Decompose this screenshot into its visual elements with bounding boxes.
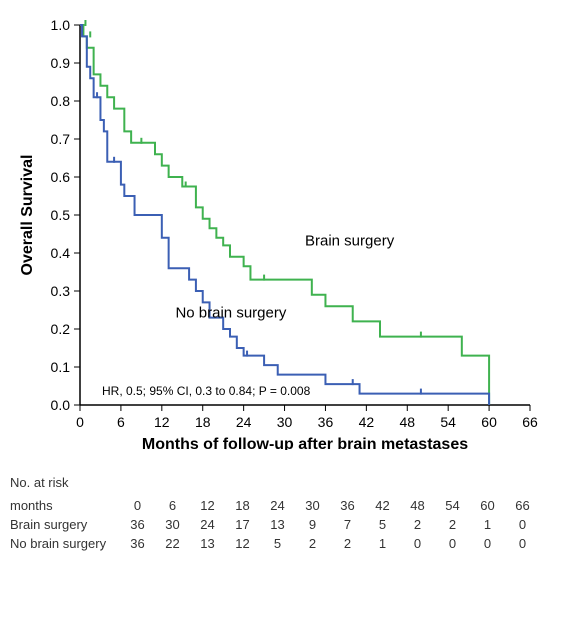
risk-cell: 18: [225, 498, 260, 513]
svg-text:0.6: 0.6: [51, 169, 71, 185]
risk-row: No brain surgery3622131252210000: [10, 536, 556, 551]
risk-cell: 60: [470, 498, 505, 513]
risk-row: months0612182430364248546066: [10, 498, 556, 513]
svg-text:66: 66: [522, 414, 538, 430]
risk-cell: 30: [155, 517, 190, 532]
svg-text:0.9: 0.9: [51, 55, 71, 71]
svg-text:No brain surgery: No brain surgery: [175, 305, 286, 322]
risk-cell: 12: [190, 498, 225, 513]
risk-cell: 0: [505, 536, 540, 551]
risk-cell: 36: [120, 517, 155, 532]
risk-cell: 5: [260, 536, 295, 551]
risk-cell: 1: [365, 536, 400, 551]
svg-text:30: 30: [277, 414, 293, 430]
svg-text:0.7: 0.7: [51, 131, 71, 147]
svg-text:0.8: 0.8: [51, 93, 71, 109]
chart-svg: 0.0 0.1 0.2 0.3 0.4 0.5 0.6 0.7 0.8 0.9 1.0 0 6 12 18 2…: [10, 10, 556, 450]
risk-cell: 13: [260, 517, 295, 532]
svg-text:1.0: 1.0: [51, 17, 71, 33]
risk-cell: 12: [225, 536, 260, 551]
svg-text:24: 24: [236, 414, 252, 430]
risk-cell: 36: [330, 498, 365, 513]
risk-cell: 2: [435, 517, 470, 532]
svg-text:42: 42: [359, 414, 375, 430]
svg-text:54: 54: [440, 414, 456, 430]
risk-cell: 0: [470, 536, 505, 551]
risk-cell: 54: [435, 498, 470, 513]
risk-cell: 7: [330, 517, 365, 532]
risk-cell: 0: [120, 498, 155, 513]
svg-text:0.4: 0.4: [51, 245, 71, 261]
risk-cell: 0: [435, 536, 470, 551]
risk-cell: 24: [260, 498, 295, 513]
svg-text:HR, 0.5; 95% CI, 0.3 to 0.84;: HR, 0.5; 95% CI, 0.3 to 0.84; P = 0.008: [102, 384, 311, 398]
risk-row: Brain surgery36302417139752210: [10, 517, 556, 532]
risk-cell: 5: [365, 517, 400, 532]
svg-text:0.2: 0.2: [51, 321, 71, 337]
svg-text:0.0: 0.0: [51, 397, 71, 413]
risk-cell: 48: [400, 498, 435, 513]
svg-text:60: 60: [481, 414, 497, 430]
km-chart: 0.0 0.1 0.2 0.3 0.4 0.5 0.6 0.7 0.8 0.9 1.0 0 6 12 18 2…: [10, 10, 556, 450]
risk-cell: 30: [295, 498, 330, 513]
svg-text:48: 48: [399, 414, 415, 430]
svg-text:0.1: 0.1: [51, 359, 71, 375]
risk-cell: 36: [120, 536, 155, 551]
svg-text:12: 12: [154, 414, 170, 430]
risk-cell: 24: [190, 517, 225, 532]
risk-cell: 2: [330, 536, 365, 551]
svg-text:0.3: 0.3: [51, 283, 71, 299]
risk-cell: 17: [225, 517, 260, 532]
risk-table: No. at risk months0612182430364248546066…: [10, 475, 556, 551]
risk-row-label: No brain surgery: [10, 536, 120, 551]
risk-row-label: Brain surgery: [10, 517, 120, 532]
risk-cell: 1: [470, 517, 505, 532]
svg-text:0: 0: [76, 414, 84, 430]
risk-table-title: No. at risk: [10, 475, 556, 490]
risk-cell: 9: [295, 517, 330, 532]
svg-text:18: 18: [195, 414, 211, 430]
svg-text:Brain surgery: Brain surgery: [305, 232, 395, 249]
svg-text:6: 6: [117, 414, 125, 430]
svg-text:0.5: 0.5: [51, 207, 71, 223]
svg-text:36: 36: [318, 414, 334, 430]
risk-cell: 2: [295, 536, 330, 551]
risk-cell: 66: [505, 498, 540, 513]
risk-cell: 6: [155, 498, 190, 513]
svg-text:Months of follow-up after brai: Months of follow-up after brain metastas…: [142, 436, 468, 450]
risk-cell: 0: [400, 536, 435, 551]
svg-text:Overall Survival: Overall Survival: [19, 155, 36, 276]
risk-cell: 42: [365, 498, 400, 513]
risk-cell: 2: [400, 517, 435, 532]
risk-cell: 0: [505, 517, 540, 532]
risk-cell: 22: [155, 536, 190, 551]
risk-row-label: months: [10, 498, 120, 513]
risk-cell: 13: [190, 536, 225, 551]
